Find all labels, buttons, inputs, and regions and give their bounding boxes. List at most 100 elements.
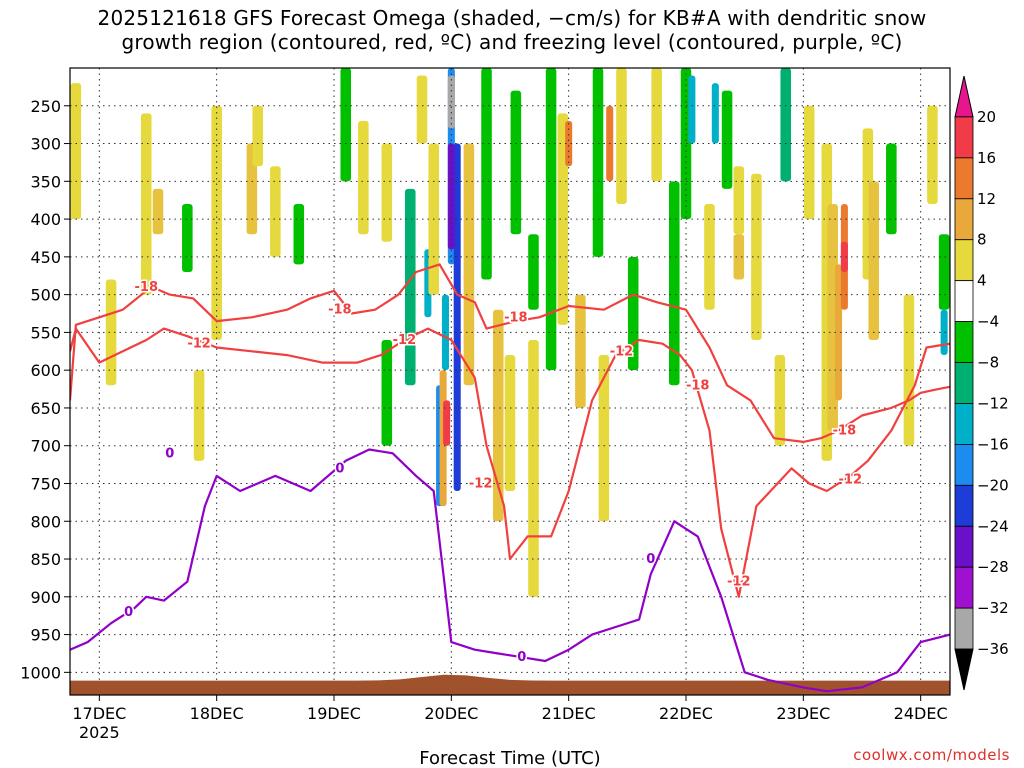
x-tick-label: 18DEC — [190, 704, 244, 723]
chart-title-line-2: growth region (contoured, red, ºC) and f… — [121, 30, 903, 54]
colorbar-swatch — [954, 443, 974, 486]
omega-cell — [381, 339, 393, 446]
omega-cell — [721, 90, 733, 189]
contour-label: -12 — [187, 337, 211, 352]
omega-cell — [152, 188, 164, 235]
contour-label: -12 — [610, 344, 634, 359]
colorbar-label: −16 — [977, 435, 1009, 453]
omega-cell — [651, 68, 662, 182]
colorbar-label: −36 — [977, 640, 1009, 658]
omega-cell — [927, 105, 938, 204]
omega-cell — [70, 83, 82, 220]
omega-cell — [447, 143, 455, 250]
omega-cell — [293, 203, 305, 265]
omega-cell — [668, 181, 680, 386]
terrain-surface — [70, 674, 950, 695]
omega-cell — [545, 68, 557, 371]
contour-label: -18 — [135, 280, 159, 295]
omega-cell — [528, 339, 539, 597]
colorbar-swatch — [954, 321, 974, 363]
omega-cell — [481, 68, 492, 280]
contour-label: -12 — [839, 473, 863, 488]
omega-cell — [252, 105, 264, 167]
colorbar-swatch — [954, 198, 974, 241]
colorbar-label: 20 — [977, 108, 996, 126]
omega-cell — [886, 143, 897, 235]
contour-label: -12 — [727, 575, 751, 590]
colorbar-swatch — [954, 362, 974, 404]
colorbar-swatch — [954, 607, 974, 650]
contour-label: 0 — [646, 552, 655, 567]
omega-cell — [711, 83, 719, 144]
x-tick-label: 19DEC — [307, 704, 361, 723]
colorbar-swatch — [954, 280, 974, 322]
contour-line — [70, 448, 950, 693]
omega-cell — [557, 113, 569, 325]
colorbar-swatch — [954, 239, 974, 282]
contour-label: 0 — [335, 461, 344, 476]
omega-cell — [504, 355, 516, 492]
omega-cell — [733, 234, 745, 280]
x-tick-label: 23DEC — [776, 704, 830, 723]
omega-cell — [751, 173, 762, 340]
y-axis: 250 300 350 400 450 500 550 600 650 700 750 800 850 9… — [20, 97, 70, 682]
x-tick-label: 20DEC — [424, 704, 478, 723]
colorbar-label: −4 — [977, 313, 999, 331]
colorbar-swatch — [954, 566, 974, 609]
colorbar-label: −24 — [977, 517, 1009, 535]
contour-label: -18 — [833, 424, 857, 439]
omega-cell — [193, 370, 205, 461]
colorbar-label: −32 — [977, 599, 1009, 617]
colorbar-swatch — [954, 403, 974, 445]
x-tick-label: 24DEC — [894, 704, 948, 723]
colorbar-swatch — [954, 525, 974, 568]
y-tick-label: 500 — [30, 286, 61, 305]
plot-frame — [69, 67, 951, 696]
colorbar-swatch — [954, 484, 974, 527]
y-tick-label: 450 — [30, 248, 61, 267]
contour-label: 0 — [165, 446, 174, 461]
omega-cell — [688, 75, 696, 144]
contour-label: 0 — [124, 605, 133, 620]
y-tick-label: 800 — [30, 512, 61, 531]
y-tick-label: 650 — [30, 399, 61, 418]
omega-cell — [404, 188, 416, 386]
omega-cell — [510, 90, 522, 235]
y-tick-label: 600 — [30, 361, 61, 380]
contour-label: -12 — [393, 333, 417, 348]
omega-cell — [940, 309, 948, 356]
contour-labels: -18 -18 -18 -18 -18 -12 -12 -12 -12 -12 -12 0 0 0 0 0 — [123, 279, 864, 667]
contour-label: 0 — [517, 650, 526, 665]
colorbar: 20 16 12 8 4 −4 −8 −12 −16 −20 −24 −28 −32 −36 — [954, 75, 1009, 691]
omega-cell — [592, 68, 604, 257]
contour-line — [70, 263, 950, 443]
omega-cell — [140, 113, 152, 295]
colorbar-label: 16 — [977, 149, 996, 167]
y-tick-label: 300 — [30, 135, 61, 154]
x-axis-title: Forecast Time (UTC) — [419, 748, 600, 768]
y-tick-label: 350 — [30, 172, 61, 191]
y-tick-label: 1000 — [20, 663, 61, 682]
chart-title-line-1: 2025121618 GFS Forecast Omega (shaded, −… — [97, 6, 927, 30]
omega-cell — [868, 181, 880, 340]
omega-cell — [246, 143, 258, 235]
omega-cell — [840, 241, 848, 272]
x-tick-label: 22DEC — [659, 704, 713, 723]
contour-lines — [70, 263, 950, 693]
omega-cell — [528, 234, 539, 310]
omega-cell — [416, 75, 428, 144]
colorbar-label: −12 — [977, 394, 1009, 412]
contour-label: -12 — [469, 476, 493, 491]
y-tick-label: 750 — [30, 474, 61, 493]
y-tick-label: 900 — [30, 588, 61, 607]
site-credit: coolwx.com/models — [853, 746, 1010, 764]
omega-cell — [780, 68, 792, 182]
colorbar-swatch — [954, 157, 974, 200]
omega-cell — [182, 203, 193, 272]
contour-line — [70, 327, 950, 598]
omega-cell — [381, 143, 393, 242]
colorbar-swatch — [954, 116, 974, 159]
omega-cell — [774, 355, 786, 446]
contour-label: -18 — [504, 310, 528, 325]
